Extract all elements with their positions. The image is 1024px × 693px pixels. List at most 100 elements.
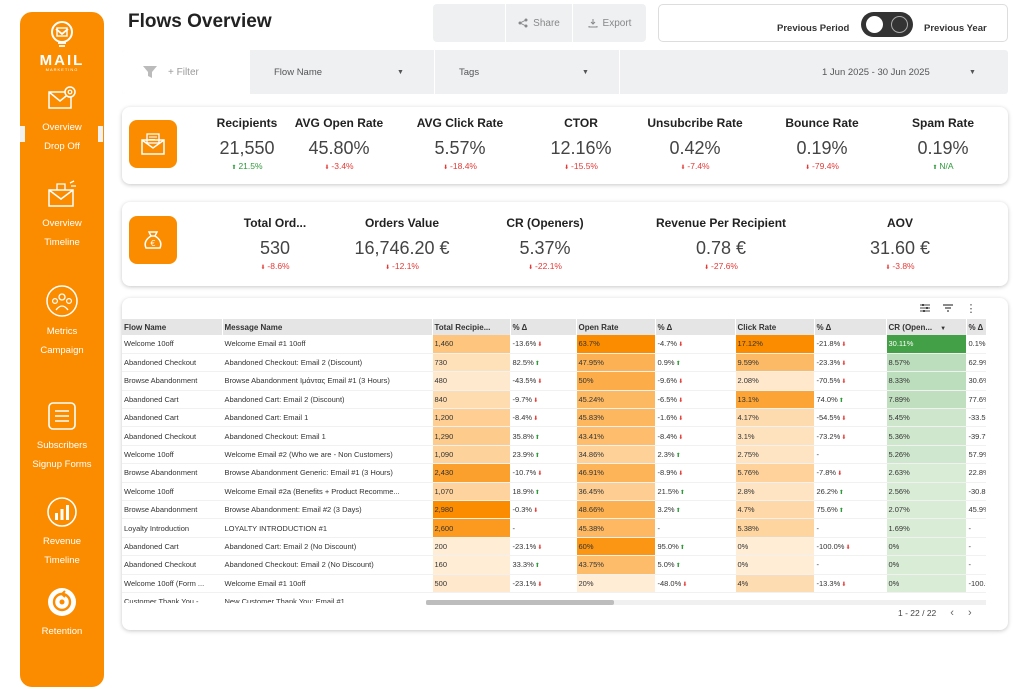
arrow-down-icon: ⬇ [260,265,266,271]
table-cell: Welcome Email #2a (Benefits + Product Re… [222,482,433,502]
table-cell: Abandoned Cart: Email 1 [222,408,433,428]
table-row[interactable]: Browse Abandonment Browse Abandonment: Em… [122,500,986,520]
table-row[interactable]: Loyalty Introduction LOYALTY INTRODUCTION… [122,518,986,538]
table-cell: 35.8%⬆ [510,426,577,446]
table-cell: -33.5% [966,408,986,428]
table-cell: -23.1%⬇ [510,537,577,557]
table-row[interactable]: Abandoned Cart Abandoned Cart: Email 2 (N… [122,537,986,557]
table-cell: 2,430 [432,463,511,483]
column-header-click-rate[interactable]: Click Rate [735,319,815,335]
table-row[interactable]: Customer Thank You - New Customer Thank Y… [122,592,986,603]
scrollbar-thumb[interactable] [426,600,614,605]
table-cell: 1,290 [432,426,511,446]
arrow-up-icon: ⬆ [534,361,540,368]
table-cell: 4.17% [735,408,815,428]
nav-label-line2: Timeline [44,237,80,248]
table-cell: 2.07% [886,500,967,520]
table-cell: 77.6% [966,390,986,410]
kpi-label: AVG Click Rate [416,116,504,130]
table-cell: 30.11% [886,335,967,354]
table-row[interactable]: Abandoned Cart Abandoned Cart: Email 1 1,2… [122,408,986,428]
table-cell: -8.4%⬇ [655,426,736,446]
column-header-delta[interactable]: % Δ [510,319,577,335]
nav-overview-drop-off[interactable]: Overview Drop Off [20,84,104,156]
table-cell: 840 [432,390,511,410]
table-row[interactable]: Abandoned Checkout Abandoned Checkout: Em… [122,353,986,373]
kpi-value: 5.37% [519,238,571,258]
flow-name-dropdown[interactable]: Flow Name ▼ [274,50,434,94]
table-cell: Abandoned Checkout [122,555,223,575]
arrow-down-icon: ⬇ [678,397,684,404]
table-cell: Browse Abandonment Ιμάντας Email #1 (3 H… [222,371,433,391]
kpi-bounce-rate: Bounce Rate 0.19% ⬇ -79.4% [742,116,902,171]
share-button[interactable]: Share [505,4,573,42]
nav-revenue-timeline[interactable]: Revenue Timeline [20,496,104,570]
table-row[interactable]: Browse Abandonment Browse Abandonment Ιμά… [122,371,986,391]
table-cell: 47.95% [576,353,656,373]
arrow-down-icon: ⬇ [841,379,847,386]
table-cell: -8.9%⬇ [655,463,736,483]
table-cell: 43.41% [576,426,656,446]
table-row[interactable]: Browse Abandonment Browse Abandonment Gen… [122,463,986,483]
kpi-delta: ⬇ -3.4% [324,161,354,171]
table-cell [735,592,815,603]
retention-icon [48,588,76,616]
previous-page-icon[interactable]: ‹ [950,607,954,619]
table-row[interactable]: Abandoned Checkout Abandoned Checkout: Em… [122,426,986,446]
kpi-cr-openers: CR (Openers) 5.37% ⬇ -22.1% [465,216,625,271]
table-cell [432,592,511,603]
arrow-down-icon: ⬇ [680,165,686,171]
table-row[interactable]: Welcome 10off Welcome Email #2 (Who we ar… [122,445,986,465]
more-options-icon[interactable]: ⋮ [965,303,977,315]
date-range-picker[interactable]: 1 Jun 2025 - 30 Jun 2025 ▼ [822,50,982,94]
toggle-knob [866,16,883,33]
nav-retention[interactable]: Retention [20,586,104,641]
table-cell: 26.2%⬆ [814,482,887,502]
column-header-flow-name[interactable]: Flow Name [122,319,223,335]
nav-subscribers-signup-forms[interactable]: Subscribers Signup Forms [20,400,104,474]
table-row[interactable]: Welcome 10off (Form ... Welcome Email #1 … [122,574,986,593]
table-scroll-area[interactable]: Flow Name Message Name Total Recipie...% Δ… [122,319,986,603]
column-header-delta[interactable]: % Δ [814,319,887,335]
table-row[interactable]: Welcome 10off Welcome Email #2a (Benefits… [122,482,986,502]
table-cell: Loyalty Introduction [122,518,223,538]
table-row[interactable]: Abandoned Cart Abandoned Cart: Email 2 (D… [122,390,986,410]
table-cell: 30.6% [966,371,986,391]
horizontal-scrollbar[interactable] [426,600,986,605]
column-header-open-rate[interactable]: Open Rate [576,319,656,335]
column-header-message-name[interactable]: Message Name [222,319,433,335]
arrow-up-icon: ⬆ [679,544,685,551]
next-page-icon[interactable]: › [967,607,972,619]
kpi-value: 16,746.20 € [354,238,450,258]
table-cell: 45.9% [966,500,986,520]
arrow-up-icon: ⬆ [534,453,540,460]
table-cell: -73.2%⬇ [814,426,887,446]
column-header-delta[interactable]: % Δ [966,319,986,335]
table-row[interactable]: Welcome 10off Welcome Email #1 10off 1,460… [122,335,986,354]
table-cell: 2.75% [735,445,815,465]
table-cell: -23.3%⬇ [814,353,887,373]
kpi-delta: ⬇ -79.4% [805,161,839,171]
table-cell: 57.9% [966,445,986,465]
table-cell: 3.2%⬆ [655,500,736,520]
kpi-label: Bounce Rate [785,116,859,130]
column-header-cr-open[interactable]: CR (Open... ▼ [886,319,967,335]
column-settings-icon[interactable] [918,302,932,316]
arrow-down-icon: ⬇ [841,361,847,368]
table-cell: - [966,555,986,575]
column-header-total-recipie[interactable]: Total Recipie... [432,319,511,335]
table-cell: 60% [576,537,656,557]
nav-overview-timeline[interactable]: Overview Timeline [20,180,104,252]
nav-metrics-campaign[interactable]: Metrics Campaign [20,284,104,360]
column-header-delta[interactable]: % Δ [655,319,736,335]
export-button[interactable]: Export [573,4,646,42]
comparison-toggle-switch[interactable] [861,12,913,37]
table-cell: 50% [576,371,656,391]
toggle-label-previous-period: Previous Period [777,23,850,34]
tags-dropdown[interactable]: Tags ▼ [459,50,619,94]
arrow-up-icon: ⬆ [534,434,540,441]
table-row[interactable]: Abandoned Checkout Abandoned Checkout: Em… [122,555,986,575]
add-filter-button[interactable]: + Filter [122,50,250,94]
table-cell: -100.0% [966,574,986,593]
filter-icon[interactable] [941,302,955,316]
